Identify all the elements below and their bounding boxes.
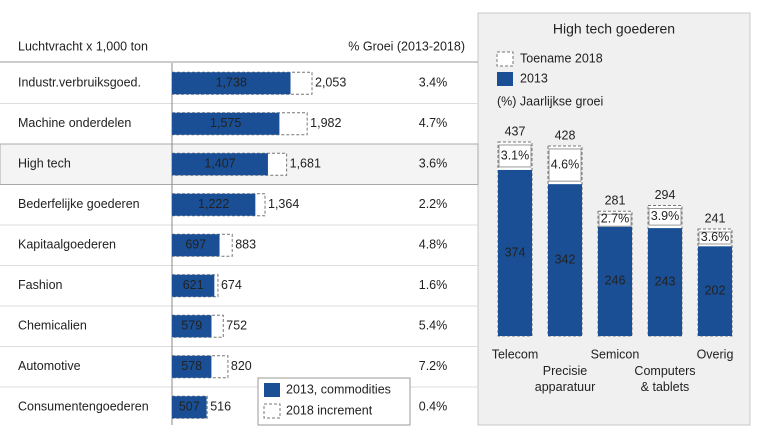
bar-label: 374 [505, 245, 526, 259]
bar-2013 [172, 72, 291, 95]
legend-swatch [264, 383, 280, 397]
bar-label: 202 [705, 283, 726, 297]
bar-label: 1,407 [204, 157, 235, 171]
bar-label: 1,222 [198, 197, 229, 211]
category-label: Industr.verbruiksgoed. [18, 76, 141, 90]
category-label: Fashion [18, 278, 63, 292]
bar-2013 [498, 169, 532, 336]
panel-title: High tech goederen [553, 21, 675, 37]
bar-label: 243 [655, 274, 676, 288]
growth-label: 3.9% [651, 209, 680, 223]
growth-label: 1.6% [419, 278, 448, 292]
growth-label: 3.6% [701, 230, 730, 244]
category-label: Machine onderdelen [18, 116, 131, 130]
bar-label: 507 [179, 400, 200, 414]
category-label: Bederfelijke goederen [18, 197, 140, 211]
bar-label: 1,575 [210, 116, 241, 130]
total-label: 752 [226, 319, 247, 333]
legend-label: Toename 2018 [520, 51, 603, 65]
legend-swatch [263, 403, 281, 419]
total-label: 516 [210, 400, 231, 414]
bar-label: 621 [183, 278, 204, 292]
growth-box [648, 207, 682, 226]
category-label: Telecom [492, 347, 539, 361]
bar-2013 [172, 112, 280, 135]
growth-header: % Groei (2013-2018) [348, 39, 465, 53]
category-label: Computers & tablets [634, 364, 695, 394]
growth-label: 0.4% [419, 400, 448, 414]
category-label: Semicon [591, 347, 640, 361]
bar-2013 [172, 274, 215, 297]
legend-label: (%) Jaarlijkse groei [497, 94, 603, 108]
bar-2013 [172, 153, 268, 176]
growth-label: 3.1% [501, 148, 530, 162]
growth-label: 5.4% [419, 319, 448, 333]
legend-label: 2018 increment [286, 403, 373, 417]
legend-swatch [497, 72, 513, 86]
category-label: Kapitaalgoederen [18, 238, 116, 252]
legend-swatch [496, 51, 514, 67]
total-label: 294 [655, 188, 676, 202]
bar-2013 [172, 193, 256, 216]
growth-label: 4.7% [419, 116, 448, 130]
total-label: 2,053 [315, 76, 346, 90]
bar-2013 [172, 315, 212, 338]
total-label: 281 [605, 194, 626, 208]
total-label: 883 [235, 238, 256, 252]
bar-label: 246 [605, 274, 626, 288]
category-label: Automotive [18, 359, 81, 373]
growth-label: 3.4% [419, 76, 448, 90]
bar-label: 1,738 [216, 76, 247, 90]
bar-2013 [698, 246, 732, 336]
bar-label: 578 [181, 359, 202, 373]
category-label: Precisie apparatuur [535, 364, 595, 394]
growth-label: 2.7% [601, 211, 630, 225]
total-label: 1,681 [290, 157, 321, 171]
legend-label: 2013 [520, 71, 548, 85]
total-label: 674 [221, 278, 242, 292]
growth-box [698, 231, 732, 245]
growth-label: 3.6% [419, 157, 448, 171]
growth-box [548, 148, 582, 182]
total-label: 820 [231, 359, 252, 373]
total-label: 428 [555, 128, 576, 142]
bar-label: 697 [185, 238, 206, 252]
legend-label: 2013, commodities [286, 382, 391, 396]
growth-box [598, 213, 632, 227]
bar-2013 [648, 228, 682, 336]
growth-label: 4.6% [551, 157, 580, 171]
category-label: Consumentengoederen [18, 400, 149, 414]
category-label: Chemicalien [18, 319, 87, 333]
growth-label: 7.2% [419, 359, 448, 373]
bar-2013 [172, 355, 212, 378]
growth-label: 2.2% [419, 197, 448, 211]
legend-box [257, 377, 411, 426]
growth-label: 4.8% [419, 238, 448, 252]
bar-2013 [172, 234, 220, 257]
bar-2013 [548, 184, 582, 336]
bar-2013 [598, 226, 632, 336]
category-label: High tech [18, 157, 71, 171]
category-label: Overig [697, 347, 734, 361]
bar-label: 579 [181, 319, 202, 333]
bar-label: 342 [555, 252, 576, 266]
growth-box [498, 144, 532, 168]
bar-2013 [172, 396, 207, 419]
total-label: 241 [705, 211, 726, 225]
chart-title: Luchtvracht x 1,000 ton [18, 39, 148, 53]
total-label: 1,982 [310, 116, 341, 130]
total-label: 437 [505, 124, 526, 138]
total-label: 1,364 [268, 197, 299, 211]
